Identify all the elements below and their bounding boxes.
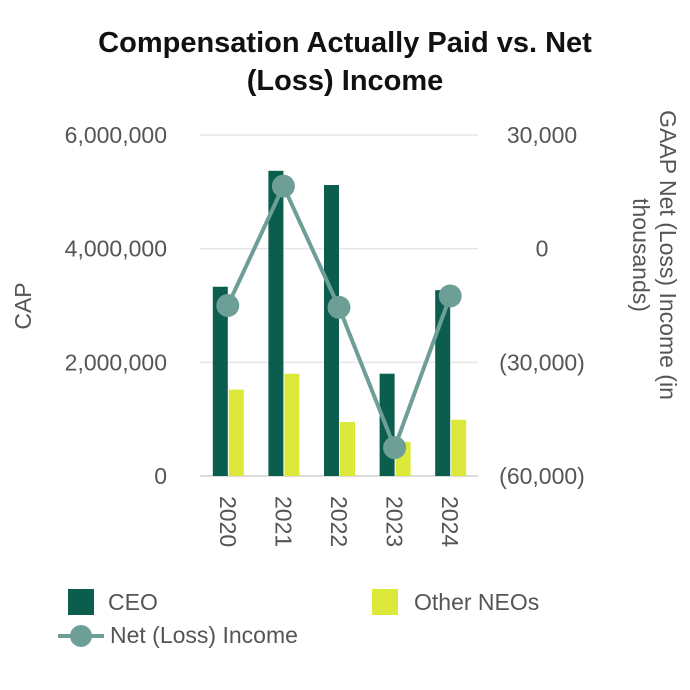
legend-label-net-income: Net (Loss) Income [110, 622, 298, 648]
right-axis-ticks: (60,000) (30,000) 0 30,000 [499, 122, 585, 489]
right-tick-label: (30,000) [499, 349, 585, 375]
left-axis-label: CAP [10, 282, 36, 329]
legend-marker-net-income [70, 625, 92, 647]
right-tick-label: 0 [536, 236, 549, 262]
x-tick-label: 2020 [215, 496, 241, 547]
legend-item-other-neos: Other NEOs [372, 589, 539, 615]
legend-swatch-ceo [68, 589, 94, 615]
chart-title-line-2: (Loss) Income [247, 65, 444, 97]
x-axis-ticks: 2020 2021 2022 2023 2024 [215, 496, 463, 547]
bar-other-neos [228, 389, 244, 476]
bar-other-neos [451, 419, 467, 476]
legend-item-ceo: CEO [68, 589, 158, 615]
bar-ceo [212, 286, 228, 476]
bar-other-neos [340, 422, 355, 476]
right-axis-label-line-1: GAAP Net (Loss) Income (in [655, 110, 681, 400]
bar-ceo [268, 170, 284, 476]
net-income-line [216, 174, 462, 460]
bars [212, 170, 467, 476]
legend-label-ceo: CEO [108, 589, 158, 615]
left-tick-label: 4,000,000 [65, 236, 167, 262]
left-tick-label: 2,000,000 [65, 349, 167, 375]
legend-swatch-other-neos [372, 589, 398, 615]
bar-ceo [324, 185, 339, 476]
left-axis-ticks: 0 2,000,000 4,000,000 6,000,000 [65, 122, 167, 489]
net-income-point [327, 295, 351, 319]
net-income-point [271, 174, 295, 198]
x-tick-label: 2024 [437, 496, 463, 547]
left-tick-label: 6,000,000 [65, 122, 167, 148]
net-income-point [438, 284, 462, 308]
x-tick-label: 2023 [382, 496, 408, 547]
legend-label-other-neos: Other NEOs [414, 589, 539, 615]
right-axis-label: GAAP Net (Loss) Income (in thousands) [628, 110, 681, 400]
legend-item-net-income: Net (Loss) Income [58, 622, 298, 648]
right-tick-label: (60,000) [499, 463, 585, 489]
legend: CEO Other NEOs Net (Loss) Income [58, 589, 539, 648]
right-axis-label-line-2: thousands) [628, 198, 654, 312]
chart-title-line-1: Compensation Actually Paid vs. Net [98, 27, 592, 59]
right-tick-label: 30,000 [507, 122, 577, 148]
x-tick-label: 2021 [270, 496, 296, 547]
bar-other-neos [284, 373, 300, 476]
left-tick-label: 0 [154, 463, 167, 489]
x-tick-label: 2022 [326, 496, 352, 547]
net-income-point [383, 436, 407, 460]
bar-ceo [435, 290, 451, 476]
net-income-point [216, 294, 240, 317]
